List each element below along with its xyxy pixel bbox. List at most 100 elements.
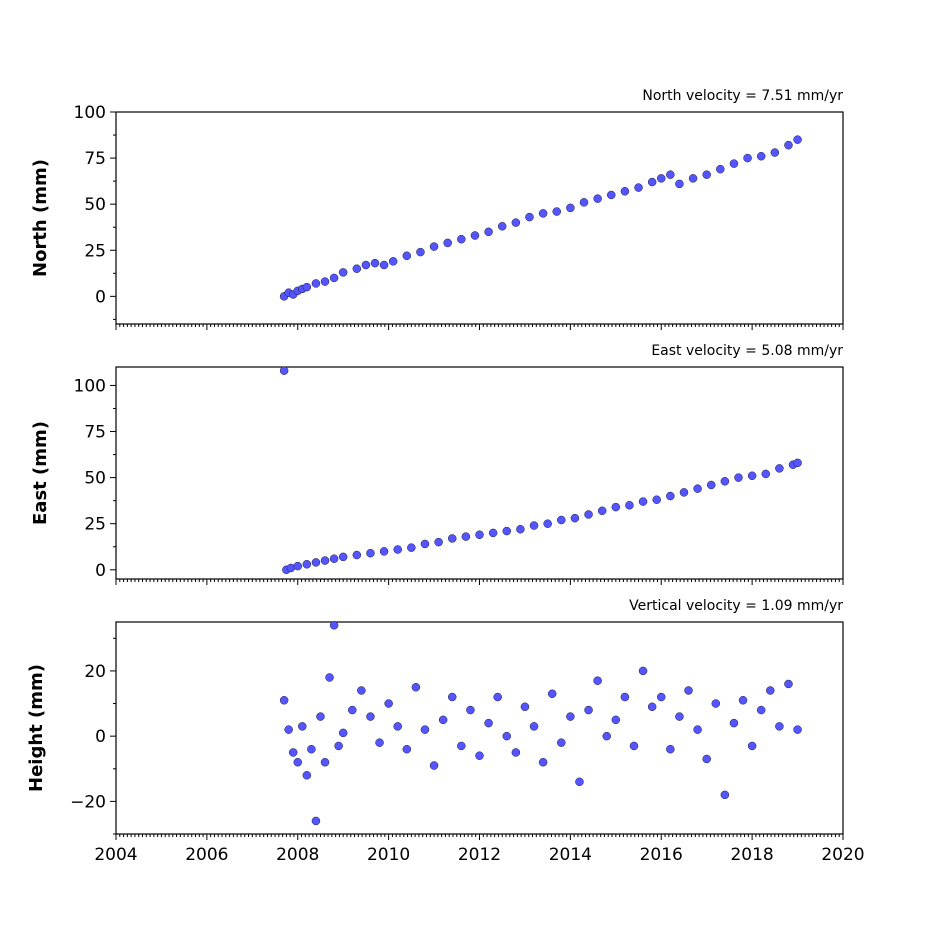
- y-tick-label: 0: [95, 727, 106, 747]
- data-point: [429, 761, 439, 770]
- data-point: [379, 260, 389, 270]
- data-point: [366, 548, 375, 558]
- panel-title-north: North velocity = 7.51 mm/yr: [642, 88, 843, 104]
- y-tick-label: −20: [70, 792, 106, 812]
- data-point: [279, 696, 289, 705]
- data-point: [638, 666, 648, 676]
- data-point: [675, 179, 684, 189]
- data-point: [702, 170, 711, 179]
- data-point: [543, 519, 552, 528]
- data-point: [557, 738, 566, 747]
- data-point: [352, 550, 362, 560]
- data-point: [366, 712, 375, 721]
- data-point: [407, 543, 416, 552]
- panel-north: North velocity = 7.51 mm/yr North (mm) 0…: [30, 88, 844, 330]
- x-axis-north: [115, 324, 844, 330]
- y-tick-label: 25: [84, 515, 106, 535]
- data-point: [634, 183, 643, 192]
- data-point: [620, 692, 630, 702]
- data-point: [756, 705, 766, 715]
- data-point: [566, 712, 575, 721]
- data-point: [447, 692, 457, 702]
- y-tick-label: 0: [95, 287, 106, 307]
- data-point: [770, 148, 780, 157]
- x-axis-east: [115, 579, 844, 585]
- data-point: [416, 247, 425, 257]
- data-point: [284, 725, 293, 734]
- y-tick-label: 50: [84, 195, 106, 215]
- data-point: [447, 534, 457, 543]
- data-point: [511, 748, 521, 757]
- data-point: [497, 222, 507, 231]
- data-point: [684, 686, 693, 695]
- data-point: [320, 758, 330, 767]
- plot-area-height: [115, 621, 844, 835]
- data-point: [720, 477, 730, 486]
- data-point: [538, 758, 548, 767]
- height-points: [279, 621, 802, 826]
- y-axis-east: 0 25 50 75 100: [74, 376, 116, 581]
- data-point: [784, 140, 793, 150]
- data-point: [611, 715, 621, 725]
- data-point: [338, 268, 348, 277]
- y-tick-label: 100: [74, 376, 106, 396]
- data-point: [307, 744, 316, 754]
- data-point: [461, 532, 471, 541]
- data-point: [338, 728, 348, 738]
- data-point: [679, 488, 689, 497]
- y-tick-label: 75: [84, 423, 106, 443]
- x-tick-label: 2018: [730, 845, 773, 865]
- data-point: [756, 151, 766, 161]
- data-point: [357, 686, 366, 695]
- data-point: [775, 464, 784, 473]
- data-point: [502, 731, 512, 741]
- data-point: [675, 712, 684, 721]
- data-point: [584, 510, 593, 519]
- data-point: [693, 725, 702, 734]
- data-point: [329, 554, 339, 563]
- data-point: [302, 560, 312, 569]
- data-point: [593, 194, 602, 203]
- data-point: [361, 260, 371, 270]
- data-point: [729, 159, 739, 168]
- data-point: [311, 816, 321, 826]
- data-point: [738, 696, 748, 705]
- data-point: [702, 754, 711, 764]
- data-point: [329, 621, 339, 630]
- data-point: [720, 790, 730, 800]
- data-point: [766, 686, 775, 695]
- data-point: [379, 547, 389, 556]
- data-point: [529, 722, 539, 731]
- data-point: [747, 741, 757, 751]
- data-point: [316, 712, 325, 721]
- x-tick-label: 2010: [367, 845, 410, 865]
- data-point: [475, 530, 484, 540]
- y-axis-label-east: East (mm): [30, 421, 51, 525]
- data-point: [552, 207, 561, 216]
- data-point: [338, 552, 348, 562]
- data-point: [475, 751, 484, 760]
- data-point: [388, 257, 398, 266]
- data-point: [370, 258, 380, 268]
- data-point: [429, 242, 439, 251]
- data-point: [443, 238, 452, 248]
- data-point: [693, 484, 702, 493]
- data-point: [484, 227, 493, 237]
- data-point: [729, 718, 739, 728]
- data-point: [761, 469, 771, 479]
- data-point: [511, 218, 521, 227]
- data-point: [538, 209, 548, 218]
- data-point: [566, 203, 575, 213]
- data-point: [320, 277, 330, 286]
- y-tick-label: 25: [84, 241, 106, 261]
- data-point: [716, 164, 725, 174]
- x-tick-label: 2012: [458, 845, 501, 865]
- data-point: [393, 722, 402, 731]
- data-point: [302, 282, 312, 292]
- data-point: [302, 771, 312, 780]
- panel-title-east: East velocity = 5.08 mm/yr: [651, 343, 843, 359]
- y-tick-label: 0: [95, 561, 106, 581]
- data-point: [666, 170, 675, 179]
- data-point: [657, 174, 666, 183]
